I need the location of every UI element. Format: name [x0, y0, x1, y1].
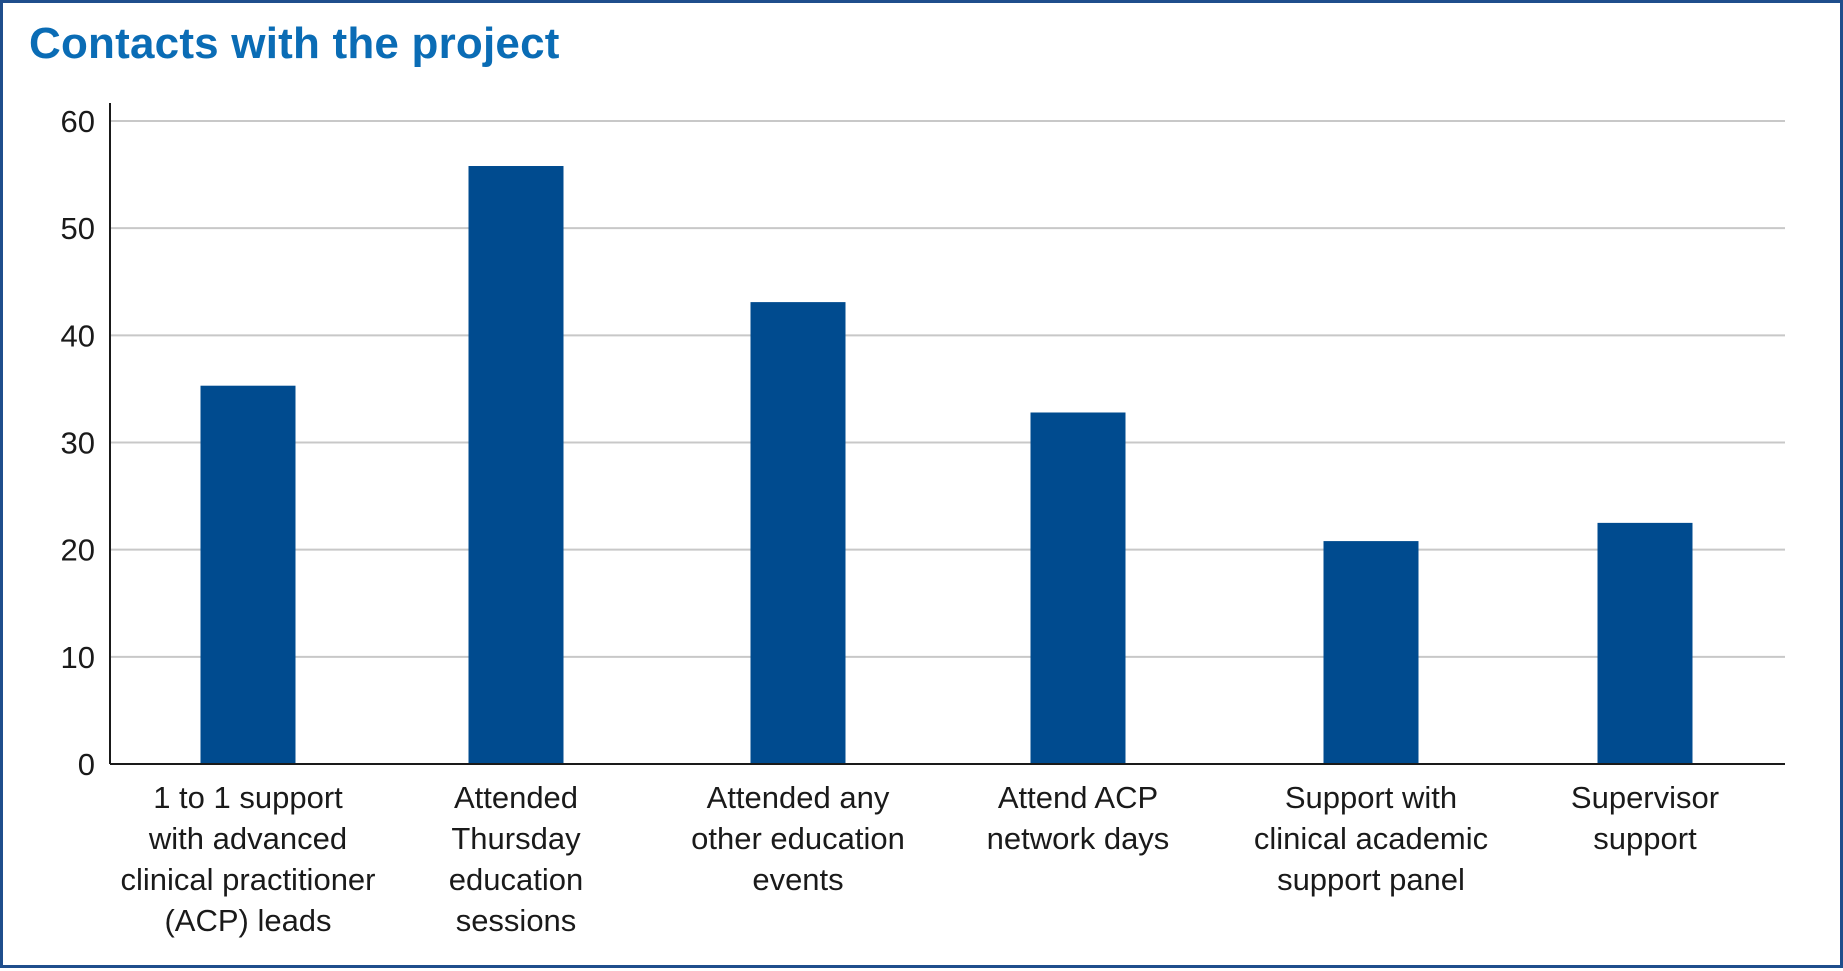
axes: [109, 103, 1785, 765]
x-category-label-line: clinical academic: [1254, 821, 1488, 856]
y-tick-label: 50: [61, 211, 95, 246]
y-tick-label: 30: [61, 426, 95, 461]
bars: [200, 166, 1693, 764]
gridlines: [110, 120, 1785, 658]
x-category-label: Attended any other education events: [691, 780, 905, 897]
x-category-label-line: support: [1593, 821, 1697, 856]
x-category-label-line: events: [752, 862, 843, 897]
x-category-label: Supervisor support: [1571, 780, 1719, 856]
x-category-label-line: network days: [987, 821, 1170, 856]
y-tick-label: 0: [78, 747, 95, 782]
x-category-label-line: sessions: [456, 903, 577, 938]
x-category-label-line: clinical practitioner: [121, 862, 376, 897]
x-category-label: Attend ACP network days: [987, 780, 1170, 856]
x-category-label-line: Thursday: [451, 821, 581, 856]
x-category-label-line: Attended any: [707, 780, 890, 815]
x-category-label: Support with clinical academic support pan…: [1254, 780, 1488, 897]
x-category-label-line: Support with: [1285, 780, 1457, 815]
y-axis-ticks: 0 10 20 30 40 50 60: [61, 104, 95, 782]
x-category-label-line: Attended: [454, 780, 578, 815]
x-category-label-line: Attend ACP: [998, 780, 1158, 815]
y-tick-label: 60: [61, 104, 95, 139]
y-tick-label: 20: [61, 533, 95, 568]
bar: [200, 385, 296, 764]
bar: [1323, 541, 1419, 764]
chart-title: Contacts with the project: [29, 19, 560, 68]
x-category-label-line: 1 to 1 support: [153, 780, 343, 815]
bar: [468, 166, 564, 764]
bar: [1597, 522, 1693, 764]
x-category-label-line: (ACP) leads: [164, 903, 331, 938]
y-tick-label: 10: [61, 640, 95, 675]
x-category-label-line: Supervisor: [1571, 780, 1719, 815]
bar-chart: 0 10 20 30 40 50 60 1 to 1 support with advance…: [61, 103, 1785, 938]
x-category-label-line: other education: [691, 821, 905, 856]
y-tick-label: 40: [61, 318, 95, 353]
x-category-label: 1 to 1 support with advanced clinical prac…: [121, 780, 376, 938]
x-category-label-line: support panel: [1277, 862, 1465, 897]
x-axis-labels: 1 to 1 support with advanced clinical prac…: [121, 780, 1720, 938]
x-category-label: Attended Thursday education sessions: [449, 780, 583, 938]
bar: [750, 302, 846, 764]
x-category-label-line: education: [449, 862, 583, 897]
bar: [1030, 412, 1126, 764]
x-category-label-line: with advanced: [148, 821, 347, 856]
